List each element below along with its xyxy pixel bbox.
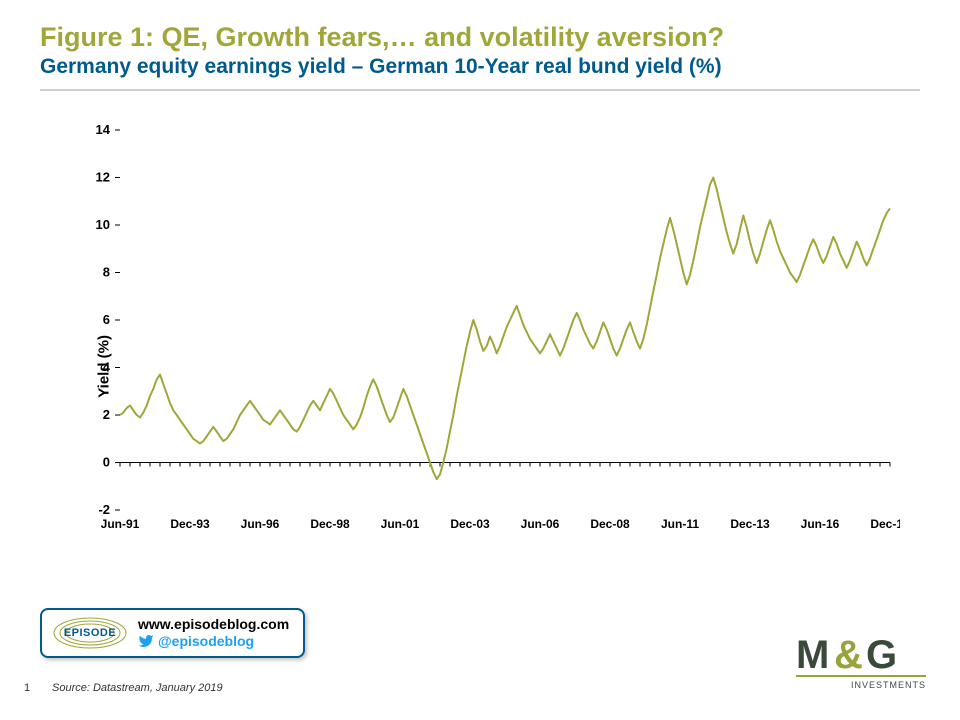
svg-text:12: 12 (96, 170, 110, 185)
figure-title: Figure 1: QE, Growth fears,… and volatil… (40, 22, 920, 53)
svg-text:&: & (834, 633, 863, 677)
episode-handle: @episodeblog (138, 633, 289, 650)
svg-text:10: 10 (96, 217, 110, 232)
svg-text:Dec-08: Dec-08 (590, 517, 630, 531)
svg-text:8: 8 (103, 265, 110, 280)
figure-subtitle: Germany equity earnings yield – German 1… (40, 55, 920, 79)
svg-text:Jun-11: Jun-11 (661, 517, 699, 531)
svg-text:Jun-91: Jun-91 (101, 517, 140, 531)
svg-text:Jun-16: Jun-16 (801, 517, 840, 531)
chart-container: Yield (%) -202468101214Jun-91Dec-93Jun-9… (60, 120, 900, 550)
episode-source-box: EPISODE www.episodeblog.com @episodeblog (40, 608, 305, 658)
source-citation: Source: Datastream, January 2019 (52, 682, 223, 694)
episode-url: www.episodeblog.com (138, 616, 289, 633)
episode-handle-text: @episodeblog (158, 633, 254, 650)
svg-text:G: G (866, 633, 897, 677)
line-chart: -202468101214Jun-91Dec-93Jun-96Dec-98Jun… (60, 120, 900, 550)
episode-logo: EPISODE (52, 616, 128, 650)
svg-text:0: 0 (103, 455, 110, 470)
svg-text:6: 6 (103, 312, 110, 327)
title-divider (40, 89, 920, 91)
page-number: 1 (24, 682, 30, 694)
svg-text:Jun-96: Jun-96 (241, 517, 280, 531)
svg-text:Dec-93: Dec-93 (170, 517, 210, 531)
svg-text:Dec-98: Dec-98 (310, 517, 350, 531)
twitter-icon (138, 633, 154, 649)
svg-text:14: 14 (96, 122, 111, 137)
episode-badge-text: EPISODE (64, 627, 116, 639)
svg-text:Jun-01: Jun-01 (381, 517, 420, 531)
svg-text:M: M (796, 633, 829, 677)
logo-subtext: INVESTMENTS (851, 680, 926, 690)
svg-text:Jun-06: Jun-06 (521, 517, 560, 531)
y-axis-label: Yield (%) (96, 335, 113, 398)
svg-text:Dec-13: Dec-13 (730, 517, 770, 531)
svg-text:Dec-03: Dec-03 (450, 517, 490, 531)
svg-text:-2: -2 (98, 502, 110, 517)
svg-text:Dec-18: Dec-18 (870, 517, 900, 531)
svg-text:2: 2 (103, 407, 110, 422)
mg-logo: M & G INVESTMENTS (796, 630, 926, 690)
